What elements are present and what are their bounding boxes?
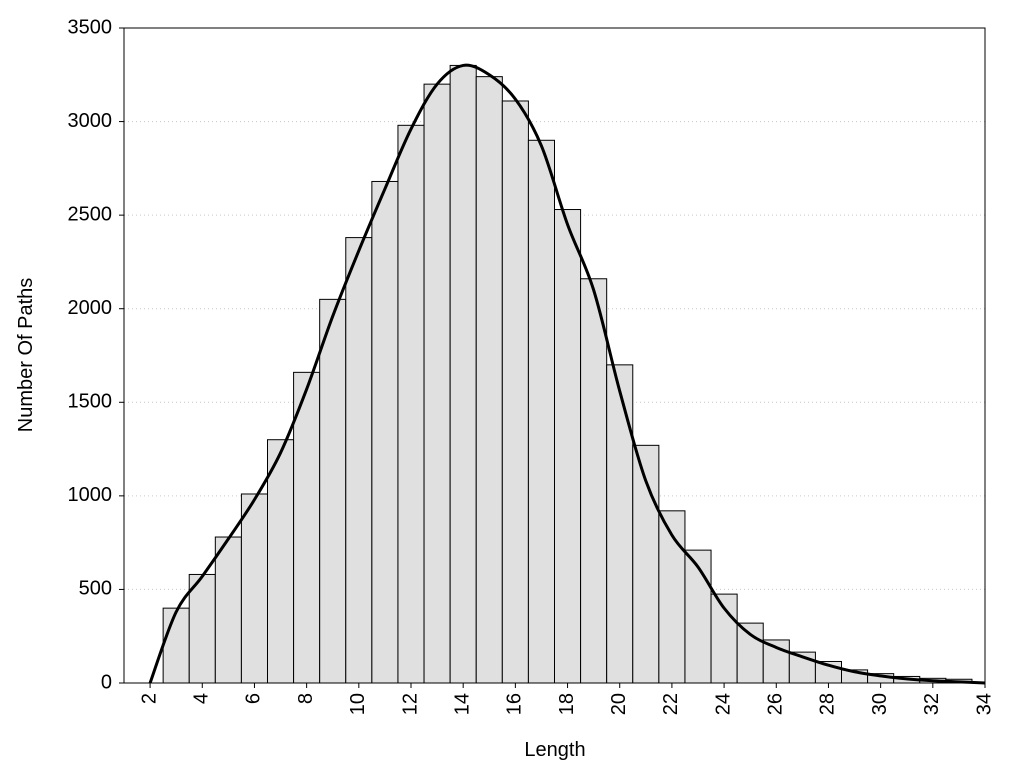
bar: [162, 607, 190, 684]
x-tick-label: 32: [921, 693, 943, 715]
x-tick-label: 18: [556, 693, 578, 715]
y-tick-label: 1500: [68, 391, 113, 413]
x-tick-label: 28: [817, 693, 839, 715]
bar: [214, 536, 242, 684]
y-axis-label: Number Of Paths: [15, 278, 37, 433]
bar: [554, 209, 582, 684]
x-tick-label: 12: [399, 693, 421, 715]
x-tick-label: 4: [191, 693, 213, 704]
y-tick-label: 2000: [68, 297, 113, 319]
x-tick-label: 22: [660, 693, 682, 715]
y-tick-label: 500: [79, 578, 112, 600]
bar: [188, 573, 216, 684]
y-tick-label: 1000: [68, 484, 113, 506]
bar: [345, 237, 373, 684]
bar: [267, 439, 295, 684]
bar: [527, 139, 556, 684]
x-tick-label: 26: [765, 693, 787, 715]
bar: [449, 64, 477, 684]
line: [148, 63, 986, 685]
x-tick-label: 30: [869, 693, 891, 715]
bar: [475, 76, 503, 684]
x-tick-label: 24: [712, 693, 734, 715]
x-tick-label: 34: [973, 693, 995, 715]
x-axis-label: Length: [524, 739, 585, 761]
bar: [240, 493, 268, 684]
y-tick-label: 3500: [68, 16, 113, 38]
bar: [397, 124, 425, 684]
bar: [319, 298, 347, 684]
x-tick-label: 8: [295, 693, 317, 704]
bar: [580, 278, 608, 684]
x-tick-label: 6: [243, 693, 265, 704]
x-tick-label: 14: [451, 693, 473, 715]
x-tick-label: 16: [504, 693, 526, 715]
bar: [684, 549, 712, 684]
bar: [736, 622, 764, 684]
y-tick-label: 2500: [68, 203, 113, 225]
plot-frame: [123, 27, 986, 684]
x-tick-label: 10: [347, 693, 369, 715]
bar: [501, 100, 529, 684]
bar: [606, 364, 634, 684]
bar: [293, 371, 321, 684]
bar: [423, 83, 451, 684]
y-tick-label: 3000: [68, 110, 113, 132]
bar: [371, 180, 399, 684]
x-tick-label: 2: [138, 693, 160, 704]
x-tick-label: 20: [608, 693, 630, 715]
y-tick-label: 0: [101, 671, 112, 693]
